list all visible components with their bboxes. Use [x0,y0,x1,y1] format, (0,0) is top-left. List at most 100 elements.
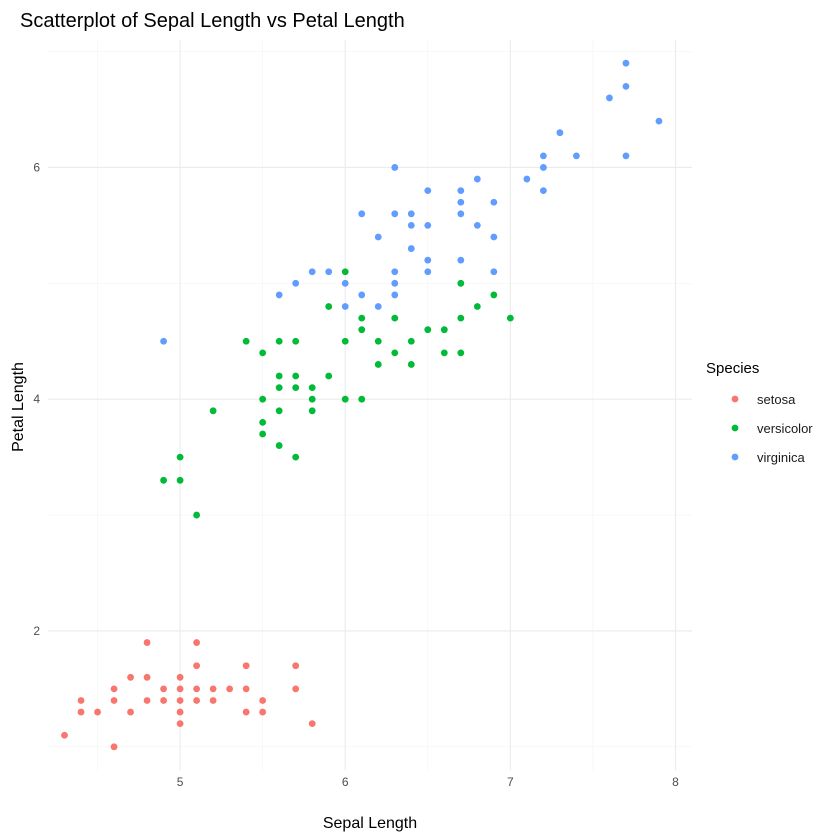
data-point [176,708,184,716]
data-point [110,697,118,704]
data-point [308,384,316,392]
data-point [358,326,366,334]
data-point [457,256,465,264]
data-point [275,384,283,392]
data-point [391,291,399,299]
data-points [61,59,663,751]
data-point [391,268,399,276]
data-point [341,337,349,345]
data-point [209,685,217,693]
data-point [407,221,415,229]
x-tick-label: 8 [672,775,679,789]
y-tick-labels: 2 4 6 [33,160,40,637]
data-point [308,407,316,415]
data-point [473,303,481,310]
data-point [391,164,399,171]
data-point [407,245,415,252]
data-point [275,442,283,449]
data-point [143,697,151,704]
data-point [374,337,382,345]
legend-key-versicolor [731,424,739,432]
data-point [407,210,415,218]
data-point [424,256,432,264]
data-point [308,720,316,728]
data-point [391,279,399,287]
data-point [259,430,267,438]
legend-title: Species [706,360,759,377]
grid [48,40,692,770]
data-point [226,685,234,693]
data-point [275,337,283,345]
data-point [193,639,201,646]
data-point [292,453,300,461]
data-point [374,233,382,241]
data-point [259,418,267,426]
data-point [490,233,498,241]
data-point [539,164,547,171]
y-tick-label: 4 [33,392,40,406]
data-point [176,453,184,461]
data-point [622,82,630,90]
data-point [176,697,184,704]
data-point [292,372,300,380]
data-point [358,291,366,299]
y-tick-label: 6 [33,160,40,174]
data-point [242,685,250,693]
data-point [457,198,465,206]
data-point [407,361,415,368]
data-point [573,152,580,160]
data-point [440,349,448,357]
series-virginica [160,59,663,345]
data-point [490,198,498,206]
data-point [292,384,300,392]
series-versicolor [160,268,514,519]
data-point [391,349,399,357]
data-point [209,407,217,415]
data-point [391,314,399,322]
data-point [341,268,349,276]
data-point [176,476,184,484]
data-point [259,708,267,716]
data-point [457,349,465,357]
data-point [325,372,333,380]
data-point [193,685,201,693]
data-point [440,326,448,334]
data-point [242,337,250,345]
data-point [292,337,300,345]
data-point [424,268,432,276]
data-point [160,685,167,693]
data-point [61,731,68,739]
data-point [473,175,481,183]
data-point [292,279,300,287]
data-point [655,117,663,125]
data-point [160,337,167,345]
data-point [94,708,101,716]
data-point [176,720,184,728]
data-point [523,175,531,183]
data-point [110,743,118,751]
data-point [473,221,481,229]
data-point [275,407,283,415]
data-point [539,187,547,195]
x-tick-labels: 5 6 7 8 [177,775,679,789]
data-point [424,326,432,334]
data-point [292,662,300,670]
data-point [308,395,316,403]
x-tick-label: 6 [342,775,349,789]
data-point [341,303,349,310]
data-point [259,697,267,704]
data-point [407,337,415,345]
legend-label-setosa: setosa [757,392,796,407]
legend-label-versicolor: versicolor [757,421,813,436]
data-point [77,697,85,704]
data-point [160,476,167,484]
data-point [374,303,382,310]
data-point [539,152,547,160]
y-tick-label: 2 [33,624,40,638]
data-point [457,279,465,287]
data-point [457,187,465,195]
x-tick-label: 5 [177,775,184,789]
data-point [622,59,630,67]
data-point [391,210,399,218]
